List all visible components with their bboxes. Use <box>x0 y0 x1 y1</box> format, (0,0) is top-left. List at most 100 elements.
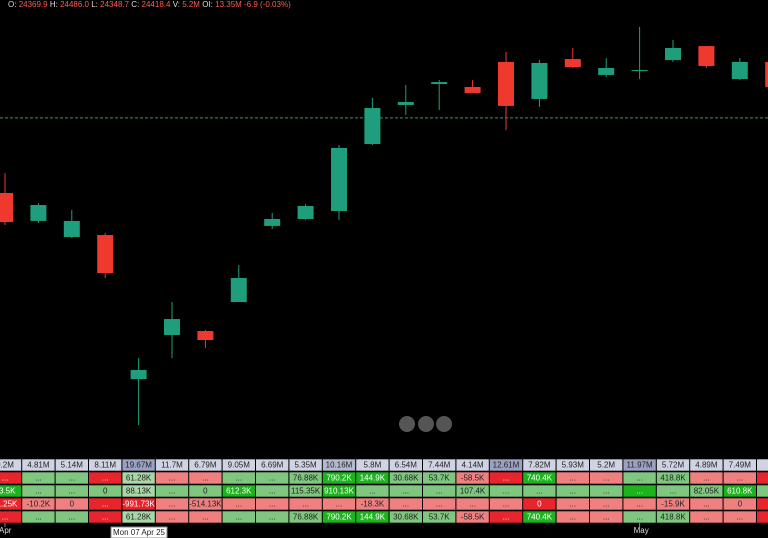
table-cell <box>121 497 156 511</box>
table-cell <box>255 510 289 524</box>
cell-text: ... <box>569 513 576 522</box>
table-cell <box>555 497 590 511</box>
cell-text: ... <box>703 474 710 483</box>
cell-text: ... <box>302 500 309 509</box>
cell-text: ... <box>235 513 242 522</box>
cell-text: ... <box>402 500 409 509</box>
cell-text: 6.69M <box>261 461 284 470</box>
table-cell <box>622 458 657 472</box>
cell-text: 0 <box>738 500 743 509</box>
cell-text: -10.2K <box>27 500 51 509</box>
table-cell <box>422 471 457 485</box>
table-cell <box>255 471 289 485</box>
table-cell <box>722 458 757 472</box>
cell-text: ... <box>102 474 109 483</box>
cell-text: 910.13K <box>324 487 354 496</box>
table-cell <box>422 484 457 498</box>
candle-body <box>631 70 648 72</box>
cell-text: ... <box>269 513 276 522</box>
table-cell <box>489 484 523 498</box>
table-cell <box>756 510 768 524</box>
cell-text: 610.8K <box>727 487 753 496</box>
cell-text: ... <box>703 500 710 509</box>
cell-text: 0 <box>70 500 75 509</box>
cell-text: 61.28K <box>126 474 152 483</box>
cell-text: ... <box>269 487 276 496</box>
table-cell <box>188 497 223 511</box>
header-label: V: <box>173 0 180 9</box>
table-cell <box>188 510 223 524</box>
header-label: OI: <box>202 0 213 9</box>
table-cell <box>756 471 768 485</box>
header-label: H: <box>50 0 58 9</box>
cell-text: 4.81M <box>27 461 50 470</box>
candle-body <box>731 61 748 79</box>
cell-text: 6.79M <box>194 461 217 470</box>
table-cell <box>589 471 624 485</box>
candle-body <box>397 102 414 105</box>
table-cell <box>54 510 89 524</box>
chart-buttons <box>399 416 452 432</box>
table-cell <box>388 471 423 485</box>
table-cell <box>756 458 768 472</box>
table-cell <box>455 458 490 472</box>
cell-text: ... <box>269 474 276 483</box>
cell-text: ... <box>603 474 610 483</box>
cell-text: ... <box>336 500 343 509</box>
table-cell <box>88 497 122 511</box>
cell-text: ... <box>68 487 75 496</box>
table-cell <box>522 484 557 498</box>
table-cell <box>455 471 490 485</box>
table-cell <box>689 510 724 524</box>
cell-text: 11.97M <box>627 461 653 470</box>
table-cell <box>489 471 523 485</box>
table-cell <box>21 471 56 485</box>
zoom-in-button[interactable] <box>436 416 452 432</box>
table-cell <box>689 471 724 485</box>
cell-text: ... <box>503 500 510 509</box>
cell-text: ... <box>503 513 510 522</box>
crosshair-label: Mon 07 Apr 25 <box>113 528 166 537</box>
cell-text: 418.8K <box>660 474 686 483</box>
cell-text: 33.5K <box>0 487 16 496</box>
zoom-out-button[interactable] <box>399 416 415 432</box>
cell-text: ... <box>436 500 443 509</box>
table-cell <box>288 497 323 511</box>
table-cell <box>121 471 156 485</box>
cell-text: 5.72M <box>662 461 685 470</box>
cell-text: 115.35K <box>291 487 321 496</box>
cell-text: ... <box>603 513 610 522</box>
table-cell <box>54 497 89 511</box>
table-cell <box>255 458 289 472</box>
table-cell <box>322 497 356 511</box>
table-cell <box>589 458 624 472</box>
cell-text: 7.82M <box>528 461 551 470</box>
table-cell <box>222 458 256 472</box>
table-cell <box>422 458 457 472</box>
table-cell <box>155 458 189 472</box>
cell-text: 418.8K <box>660 513 686 522</box>
cell-text: ... <box>736 513 743 522</box>
header-label: O: <box>8 0 16 9</box>
cell-text: 790.2K <box>326 474 352 483</box>
table-cell <box>388 510 423 524</box>
cell-text: ... <box>569 474 576 483</box>
cell-text: -15.9K <box>661 500 685 509</box>
cell-text: 0 <box>537 500 542 509</box>
cell-text: ... <box>2 474 9 483</box>
reset-button[interactable] <box>418 416 434 432</box>
table-cell <box>388 497 423 511</box>
candle-body <box>164 319 180 335</box>
cell-text: -991.73K <box>122 500 155 509</box>
cell-text: 0 <box>103 487 108 496</box>
cell-text: 10.16M <box>326 461 353 470</box>
cell-text: ... <box>235 474 242 483</box>
table-cell <box>155 484 189 498</box>
table-cell <box>188 484 223 498</box>
table-cell <box>155 497 189 511</box>
table-cell <box>622 497 657 511</box>
table-cell <box>155 471 189 485</box>
table-cell <box>522 497 557 511</box>
cell-text: 76.88K <box>293 513 319 522</box>
cell-text: 4.14M <box>461 461 484 470</box>
